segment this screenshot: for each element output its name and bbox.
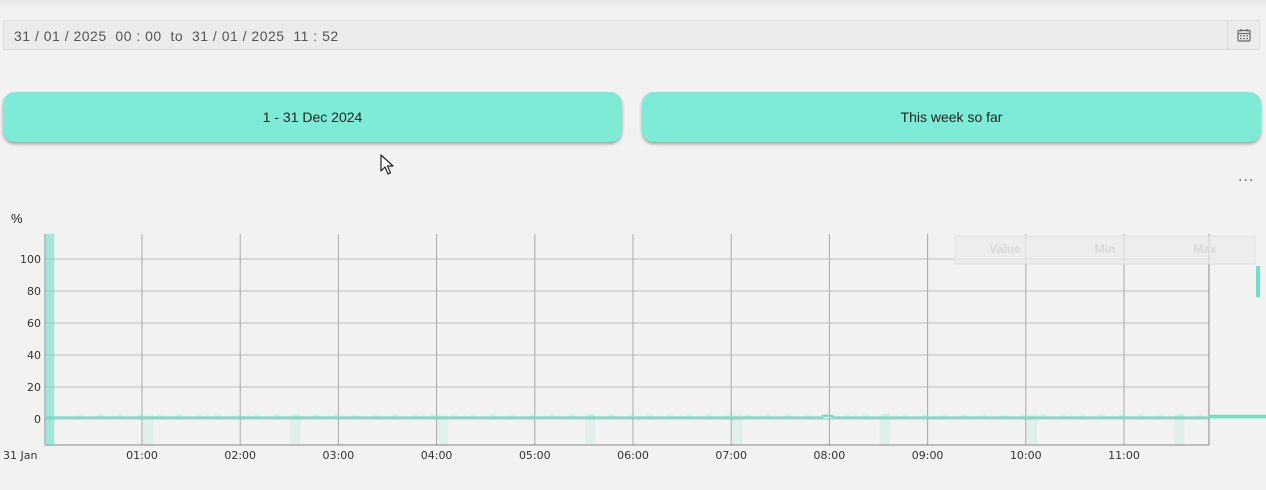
x-tick-label: 05:00 <box>519 449 551 462</box>
y-tick-label: 20 <box>27 381 41 394</box>
x-tick-label: 11:00 <box>1108 449 1140 462</box>
calendar-icon <box>1236 29 1251 42</box>
y-tick-label: 0 <box>34 413 41 426</box>
date-range-input[interactable]: 31 / 01 / 2025 00 : 00 to 31 / 01 / 2025… <box>3 20 1260 50</box>
x-tick-label: 06:00 <box>617 449 649 462</box>
max-band-bar <box>879 414 890 445</box>
preset-this-week-button[interactable]: This week so far <box>642 92 1261 142</box>
legend-header: Min <box>1095 242 1116 256</box>
y-tick-label: 80 <box>27 285 41 298</box>
preset-dec-2024-button[interactable]: 1 - 31 Dec 2024 <box>3 92 622 142</box>
max-band-bar <box>290 414 301 445</box>
x-tick-label: 07:00 <box>715 449 747 462</box>
y-tick-label: 60 <box>27 317 41 330</box>
x-tick-label: 08:00 <box>814 449 846 462</box>
y-tick-label: 40 <box>27 349 41 362</box>
max-band-bar <box>437 414 448 445</box>
preset-dec-2024-label: 1 - 31 Dec 2024 <box>262 109 363 125</box>
y-axis-label: % <box>11 211 23 226</box>
x-tick-label: 03:00 <box>323 449 355 462</box>
legend-header: Max <box>1193 242 1217 256</box>
max-band-bar <box>143 414 154 445</box>
chart: % 0 20 40 60 80 100 31 Jan 01:00 02:00 03:00 04:00 0… <box>3 211 1266 462</box>
max-band-bar <box>585 414 596 445</box>
x-tick-label: 01:00 <box>126 449 158 462</box>
menu-dots-icon: ... <box>1238 168 1255 185</box>
x-tick-label: 09:00 <box>912 449 944 462</box>
max-band-bar <box>1027 414 1037 445</box>
preset-this-week-label: This week so far <box>900 109 1003 125</box>
max-band-bar <box>1174 414 1185 445</box>
chart-menu-button[interactable]: ... <box>1238 168 1254 186</box>
legend-scroll-indicator <box>1256 266 1260 297</box>
calendar-button[interactable] <box>1227 21 1259 49</box>
x-tick-label: 04:00 <box>421 449 453 462</box>
legend-header: Value <box>989 242 1021 256</box>
first-interval-highlight <box>45 234 54 445</box>
mouse-cursor-icon <box>380 154 394 181</box>
top-shade <box>0 0 1266 8</box>
y-tick-label: 100 <box>20 253 41 266</box>
series-line <box>45 414 1266 419</box>
date-range-value: 31 / 01 / 2025 00 : 00 to 31 / 01 / 2025… <box>14 28 339 44</box>
x-tick-label: 02:00 <box>224 449 256 462</box>
legend-box <box>954 235 1256 265</box>
max-band-bar <box>732 414 743 445</box>
x-tick-label: 10:00 <box>1010 449 1042 462</box>
x-tick-label: 31 Jan <box>3 449 37 462</box>
